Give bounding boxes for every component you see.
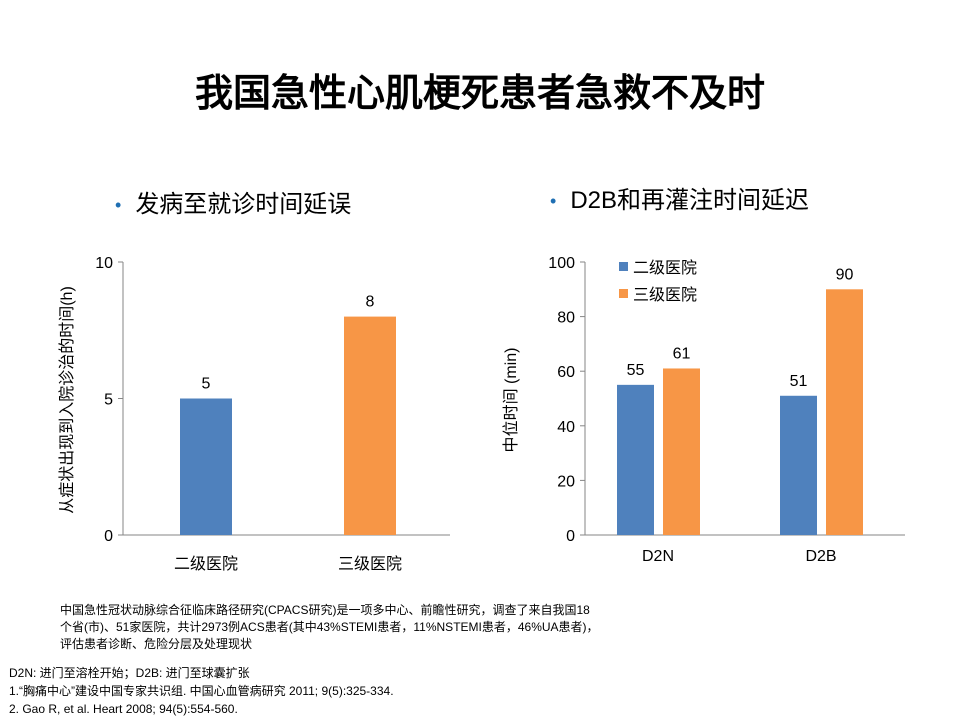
bullet-dot-icon: • [115,195,122,216]
data-label: 90 [836,266,854,283]
slide-title: 我国急性心肌梗死患者急救不及时 [194,73,765,115]
bullet-text: D2B和再灌注时间延迟 [570,187,809,214]
note-line: 个省(市)、51家医院，共计2973例ACS患者(其中43%STEMI患者，11… [60,620,599,634]
reference-line: 1.“胸痛中心”建设中国专家共识组. 中国心血管病研究 2011; 9(5):3… [9,684,394,698]
y-tick-label: 60 [557,364,575,381]
references: D2N: 进门至溶栓开始；D2B: 进门至球囊扩张 1.“胸痛中心”建设中国专家… [9,664,394,718]
bar-D2B-0 [780,395,817,535]
bar-二级医院 [180,398,232,535]
x-tick-label: D2B [805,548,836,565]
y-axis-label: 从症状出现到入院诊治的时间(h) [58,286,76,514]
study-notes: 中国急性冠状动脉综合征临床路径研究(CPACS研究)是一项多中心、前瞻性研究，调… [60,602,599,653]
bar-D2N-0 [617,384,654,535]
legend-swatch [619,289,628,298]
data-label: 51 [790,373,808,390]
legend-label: 二级医院 [633,259,697,277]
bullet-text: 发病至就诊时间延误 [135,191,352,218]
y-tick-label: 0 [566,528,575,545]
bullet-right: • D2B和再灌注时间延迟 [550,180,809,215]
bullet-left: • 发病至就诊时间延误 [115,184,351,219]
y-tick-label: 40 [557,419,575,436]
bullet-dot-icon: • [550,191,557,212]
bar-D2B-1 [826,289,863,535]
note-line: 评估患者诊断、危险分层及处理现状 [60,637,253,651]
x-tick-label: D2N [642,548,674,565]
y-tick-label: 5 [104,392,113,409]
reference-line: 2. Gao R, et al. Heart 2008; 94(5):554-5… [9,702,238,716]
x-tick-label: 三级医院 [338,555,402,573]
y-tick-label: 20 [557,473,575,490]
reference-line: D2N: 进门至溶栓开始；D2B: 进门至球囊扩张 [9,666,250,680]
legend-label: 三级医院 [633,286,697,304]
data-label: 8 [366,294,375,311]
y-tick-label: 10 [95,255,113,272]
y-tick-label: 80 [557,310,575,327]
y-axis-label: 中位时间 (min) [502,348,520,453]
legend-swatch [619,262,628,271]
y-tick-label: 0 [104,528,113,545]
data-label: 61 [673,345,691,362]
y-tick-label: 100 [548,255,575,272]
bar-D2N-1 [663,368,700,535]
note-line: 中国急性冠状动脉综合征临床路径研究(CPACS研究)是一项多中心、前瞻性研究，调… [60,603,590,617]
x-tick-label: 二级医院 [174,555,238,573]
data-label: 5 [202,376,211,393]
charts: 0 5 10 5 二级医院 8 三级医院 从症状出现到入院诊治的时间(h) 0 20 40 60 80 1… [58,255,905,573]
bar-三级医院 [344,316,396,535]
data-label: 55 [627,362,645,379]
